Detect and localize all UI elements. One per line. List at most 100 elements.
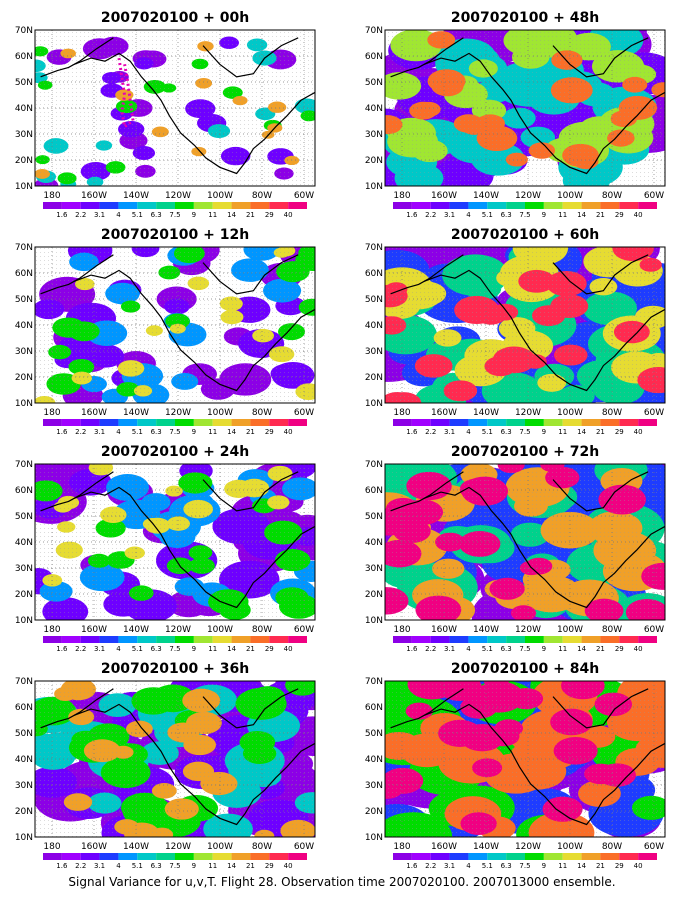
- colorbar-swatch: [43, 202, 62, 209]
- coastline: [202, 471, 299, 512]
- lat-label: 40N: [15, 538, 33, 548]
- colorbar-swatch: [525, 202, 544, 209]
- colorbar-swatch: [543, 202, 563, 209]
- coastline: [202, 254, 299, 295]
- panel-title: 2007020100 + 48h: [451, 10, 599, 26]
- colorbar-label: 9: [192, 645, 196, 653]
- colorbar-swatch: [156, 853, 175, 860]
- colorbar-swatch: [231, 636, 251, 643]
- lat-label: 10N: [365, 182, 383, 192]
- lon-label: 100W: [557, 842, 583, 852]
- lat-label: 50N: [365, 512, 383, 522]
- colorbar-swatch: [411, 636, 431, 643]
- panel-title: 2007020100 + 12h: [101, 227, 249, 243]
- lon-label: 60W: [644, 625, 664, 635]
- colorbar-swatch: [288, 853, 307, 860]
- colorbar-swatch: [581, 636, 601, 643]
- colorbar-swatch: [193, 636, 213, 643]
- variance-field: [385, 681, 665, 837]
- coastline: [40, 37, 114, 78]
- colorbar-swatch: [581, 419, 601, 426]
- coastline: [202, 688, 299, 729]
- lat-label: 50N: [365, 78, 383, 88]
- lon-label: 80W: [602, 191, 622, 201]
- colorbar-swatch: [487, 636, 507, 643]
- colorbar-swatch: [99, 202, 119, 209]
- colorbar-label: 11: [208, 862, 217, 870]
- colorbar-label: 4: [116, 645, 121, 653]
- colorbar-swatch: [543, 419, 563, 426]
- colorbar-swatch: [430, 636, 450, 643]
- lon-label: 120W: [165, 625, 191, 635]
- map-frame: [34, 680, 316, 838]
- lon-label: 180: [393, 408, 410, 418]
- colorbar-label: 5.1: [132, 428, 143, 436]
- colorbar-label: 1.6: [406, 645, 418, 653]
- panel-title: 2007020100 + 24h: [101, 444, 249, 460]
- colorbar-label: 3.1: [94, 862, 105, 870]
- colorbar-label: 40: [284, 862, 293, 870]
- colorbar-label: 9: [542, 645, 546, 653]
- colorbar-swatch: [118, 636, 138, 643]
- colorbar-swatch: [600, 202, 620, 209]
- lon-label: 60W: [294, 625, 314, 635]
- variance-field: [385, 464, 665, 620]
- colorbar-swatch: [250, 419, 270, 426]
- lat-label: 10N: [15, 399, 33, 409]
- lon-label: 120W: [165, 408, 191, 418]
- colorbar-label: 40: [284, 428, 293, 436]
- colorbar-swatch: [269, 853, 289, 860]
- colorbar-label: 29: [265, 428, 274, 436]
- colorbar-swatch: [212, 202, 232, 209]
- colorbar-label: 11: [558, 428, 567, 436]
- lon-label: 100W: [207, 191, 233, 201]
- colorbar-label: 7.5: [169, 428, 180, 436]
- colorbar-swatch: [619, 419, 639, 426]
- lat-label: 20N: [365, 156, 383, 166]
- lon-label: 120W: [515, 408, 541, 418]
- colorbar-swatch: [487, 853, 507, 860]
- colorbar-swatch: [562, 202, 582, 209]
- colorbar-label: 5.1: [132, 211, 143, 219]
- variance-field: [385, 30, 665, 186]
- lat-label: 30N: [15, 564, 33, 574]
- colorbar-label: 6.3: [151, 428, 162, 436]
- colorbar-label: 40: [284, 645, 293, 653]
- colorbar-label: 29: [615, 645, 624, 653]
- colorbar-label: 9: [192, 428, 196, 436]
- colorbar-swatch: [231, 419, 251, 426]
- colorbar-swatch: [137, 202, 157, 209]
- colorbar-label: 7.5: [519, 645, 530, 653]
- colorbar-swatch: [506, 853, 525, 860]
- map-panel: 2007020100 + 60h 70N 60N 50N 40N 30N 20N 10N 180…: [365, 227, 666, 436]
- lat-label: 10N: [365, 616, 383, 626]
- colorbar-swatch: [468, 636, 488, 643]
- colorbar-swatch: [543, 636, 563, 643]
- lat-label: 50N: [15, 512, 33, 522]
- colorbar-label: 3.1: [94, 428, 105, 436]
- lon-label: 180: [43, 408, 60, 418]
- coastline: [552, 254, 649, 295]
- lon-label: 160W: [81, 625, 107, 635]
- colorbar-swatch: [393, 419, 412, 426]
- coastline: [73, 703, 315, 826]
- lat-label: 10N: [15, 833, 33, 843]
- colorbar-swatch: [430, 419, 450, 426]
- colorbar-swatch: [137, 636, 157, 643]
- colorbar-label: 11: [208, 428, 217, 436]
- colorbar-swatch: [468, 202, 488, 209]
- colorbar-label: 7.5: [169, 211, 180, 219]
- panel-title: 2007020100 + 36h: [101, 661, 249, 677]
- colorbar-label: 14: [577, 862, 586, 870]
- lon-label: 100W: [207, 842, 233, 852]
- lat-label: 10N: [365, 399, 383, 409]
- lon-label: 60W: [294, 191, 314, 201]
- colorbar-swatch: [43, 636, 62, 643]
- colorbar-label: 5.1: [482, 645, 493, 653]
- colorbar-swatch: [638, 419, 657, 426]
- map-frame: [384, 463, 666, 621]
- lat-label: 70N: [365, 26, 383, 36]
- colorbar: 1.6 2.2 3.1 4 5.1 6.3 7.5 9 11 14 21 29 40: [393, 636, 657, 653]
- colorbar-label: 21: [596, 428, 605, 436]
- colorbar-swatch: [430, 202, 450, 209]
